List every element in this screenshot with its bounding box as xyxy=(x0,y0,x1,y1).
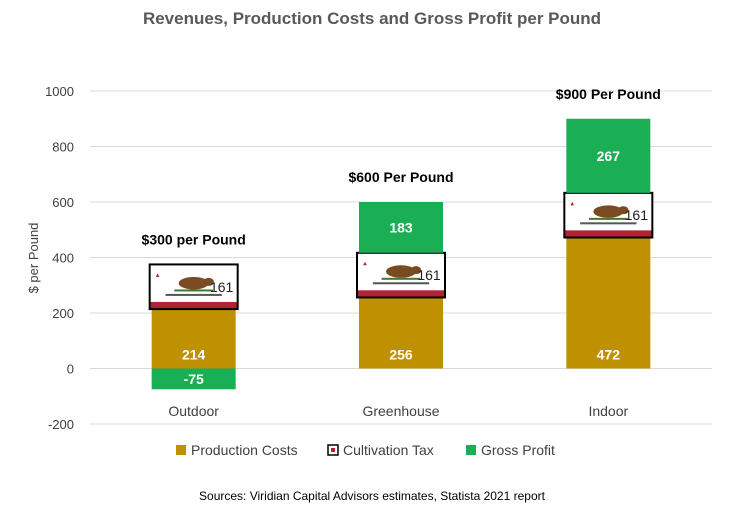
legend-label: Gross Profit xyxy=(481,442,555,458)
bar-group-indoor: 472 161 267 $900 Per Pound xyxy=(556,86,661,369)
legend-swatch xyxy=(176,445,186,455)
bar-group-outdoor: 214 161 -75 $300 per Pound xyxy=(142,231,246,390)
data-label-production-costs: 214 xyxy=(182,347,206,363)
y-tick-label: 800 xyxy=(52,140,74,155)
data-label-cultivation-tax: 161 xyxy=(417,267,441,283)
y-tick-label: 400 xyxy=(52,251,74,266)
x-axis-categories: Outdoor Greenhouse Indoor xyxy=(168,403,628,419)
star-icon xyxy=(155,273,160,277)
y-axis-ticks: -200 0 200 400 600 800 1000 xyxy=(45,84,74,432)
data-label-cultivation-tax: 161 xyxy=(210,279,234,295)
x-category-label: Outdoor xyxy=(168,403,219,419)
data-label-production-costs: 256 xyxy=(389,347,413,363)
legend-label: Production Costs xyxy=(191,442,298,458)
source-note: Sources: Viridian Capital Advisors estim… xyxy=(199,489,546,503)
bear-body xyxy=(178,276,209,290)
bars: 214 161 -75 $300 per Pound 256 161 183 $600 Per… xyxy=(142,86,661,390)
legend-label: Cultivation Tax xyxy=(343,442,434,458)
y-tick-label: -200 xyxy=(48,417,74,432)
bar-group-greenhouse: 256 161 183 $600 Per Pound xyxy=(348,169,454,369)
star-icon xyxy=(363,261,367,266)
flag-stripe xyxy=(149,301,238,310)
legend-item: Production Costs xyxy=(176,442,298,458)
x-category-label: Indoor xyxy=(588,403,628,419)
y-axis-label: $ per Pound xyxy=(26,223,41,294)
legend: Production Costs Cultivation Tax Gross Pro… xyxy=(176,442,555,458)
bear-body xyxy=(386,265,416,278)
flag-stripe xyxy=(357,290,445,298)
legend-swatch xyxy=(466,445,476,455)
total-annotation: $300 per Pound xyxy=(142,231,246,247)
x-category-label: Greenhouse xyxy=(362,403,439,419)
bar-cultivation-tax xyxy=(148,263,239,311)
bear-grass xyxy=(381,277,421,280)
bear-body xyxy=(593,205,624,218)
flag-text-mark xyxy=(165,293,222,296)
data-label-cultivation-tax: 161 xyxy=(625,207,649,223)
bar-production-costs xyxy=(359,297,443,369)
legend-item: Cultivation Tax xyxy=(327,442,434,458)
california-flag-icon xyxy=(149,264,238,310)
total-annotation: $600 Per Pound xyxy=(348,169,453,185)
bar-production-costs xyxy=(566,237,651,369)
data-label-production-costs: 472 xyxy=(597,347,621,363)
california-flag-icon xyxy=(564,192,653,238)
bear-head xyxy=(203,277,214,286)
y-tick-label: 600 xyxy=(52,195,74,210)
bear-grass xyxy=(588,217,628,220)
bar-gross-profit xyxy=(151,368,236,390)
total-annotation: $900 Per Pound xyxy=(556,86,661,102)
data-label-gross-profit: 183 xyxy=(389,219,413,235)
y-tick-label: 1000 xyxy=(45,84,74,99)
bear-head xyxy=(618,206,629,215)
bar-gross-profit xyxy=(359,202,443,253)
california-flag-icon xyxy=(357,252,445,298)
bear-head xyxy=(410,266,422,275)
bar-gross-profit xyxy=(566,118,651,193)
bear-grass xyxy=(174,289,214,292)
flag-stripe xyxy=(564,230,653,238)
data-label-gross-profit: -75 xyxy=(184,371,204,387)
flag-text-mark xyxy=(372,282,430,285)
legend-item: Gross Profit xyxy=(466,442,555,458)
y-tick-label: 0 xyxy=(67,362,74,377)
flag-text-mark xyxy=(580,222,637,225)
bar-production-costs xyxy=(151,309,236,369)
legend-flag-mark xyxy=(331,448,335,452)
chart-title: Revenues, Production Costs and Gross Pro… xyxy=(143,9,601,28)
y-tick-label: 200 xyxy=(52,306,74,321)
data-label-gross-profit: 267 xyxy=(597,148,621,164)
star-icon xyxy=(570,201,575,206)
